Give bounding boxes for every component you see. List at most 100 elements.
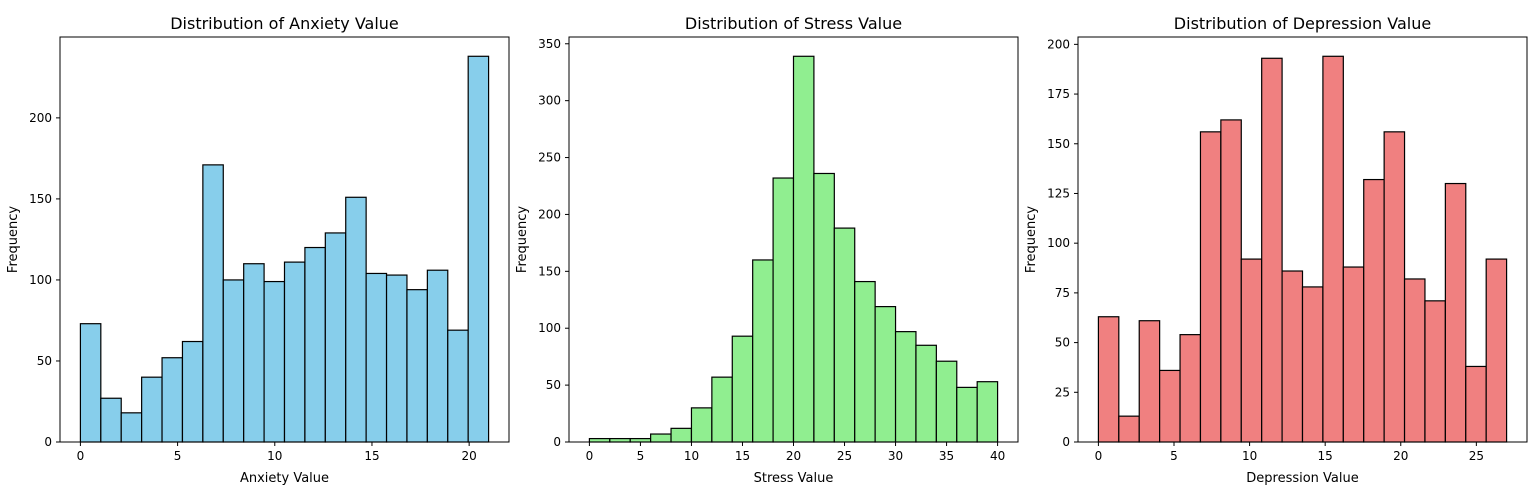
x-axis-label: Stress Value [754, 471, 834, 486]
y-tick-label: 50 [37, 354, 52, 368]
x-tick-label: 10 [1242, 449, 1257, 463]
histogram-bar [670, 427, 693, 443]
plot-frame [59, 36, 510, 443]
histogram-bar [1281, 270, 1304, 443]
y-axis-label: Frequency [1024, 206, 1039, 273]
stress-histogram: Distribution of Stress Value 0 5 10 15 20 25 3… [515, 14, 1019, 486]
y-tick-label: 200 [538, 207, 561, 221]
histogram-bars [588, 55, 999, 443]
x-tick-label: 5 [174, 449, 182, 463]
histogram-bar [385, 274, 408, 443]
depression-histogram: Distribution of Depression Value 0 5 10 15 2… [1024, 14, 1528, 486]
y-axis-label: Frequency [515, 206, 530, 273]
y-tick-label: 100 [538, 321, 561, 335]
histogram-bar [1240, 258, 1263, 443]
y-tick-label: 250 [538, 151, 561, 165]
y-tick-label: 100 [1047, 236, 1070, 250]
histogram-bar [304, 246, 326, 443]
histogram-bar [731, 335, 754, 443]
x-tick-label: 10 [684, 449, 699, 463]
y-axis-ticks: 0 50 100 150 200 250 300 350 [538, 37, 569, 449]
x-tick-label: 10 [267, 449, 282, 463]
histogram-bar [426, 269, 449, 443]
histogram-bar [79, 323, 102, 443]
histogram-bar [935, 360, 958, 443]
x-tick-label: 0 [77, 449, 85, 463]
histogram-bar [1301, 286, 1324, 443]
y-tick-label: 0 [553, 435, 561, 449]
y-tick-label: 200 [29, 111, 52, 125]
x-axis-ticks: 0 5 10 15 20 [77, 442, 477, 463]
histogram-bar [711, 376, 733, 443]
y-tick-label: 0 [1062, 435, 1070, 449]
histogram-bar [1444, 182, 1467, 443]
x-tick-label: 15 [364, 449, 379, 463]
histogram-bar [1485, 258, 1508, 443]
y-tick-label: 300 [538, 94, 561, 108]
histogram-bar [1363, 178, 1385, 443]
y-tick-label: 75 [1055, 286, 1070, 300]
histogram-bar [283, 261, 306, 443]
histogram-bar [406, 289, 428, 443]
histogram-bar [894, 331, 917, 443]
histogram-bar [854, 280, 876, 443]
histogram-bar [100, 397, 122, 443]
histogram-bar [120, 412, 143, 443]
plot-frame [568, 36, 1019, 443]
histogram-bar [181, 340, 204, 443]
histogram-bar [467, 55, 490, 443]
histogram-bar [365, 272, 388, 443]
y-tick-label: 0 [44, 435, 52, 449]
histogram-bar [1383, 131, 1406, 443]
x-tick-label: 0 [586, 449, 594, 463]
histogram-bar [1097, 316, 1120, 443]
x-tick-label: 25 [1469, 449, 1484, 463]
chart-title: Distribution of Anxiety Value [170, 14, 399, 33]
histogram-bar [752, 259, 774, 443]
x-tick-label: 5 [637, 449, 645, 463]
histogram-bar [1179, 334, 1202, 443]
histogram-bar [345, 196, 367, 443]
histogram-bar [1465, 365, 1487, 443]
histogram-bar [792, 55, 815, 443]
x-tick-label: 0 [1095, 449, 1103, 463]
histogram-bar [650, 433, 672, 443]
y-axis-label: Frequency [6, 206, 21, 273]
chart-title: Distribution of Stress Value [685, 14, 902, 33]
histogram-bar [243, 263, 265, 443]
y-tick-label: 25 [1055, 385, 1070, 399]
histogram-bar [588, 437, 611, 443]
histogram-bar [202, 164, 224, 443]
anxiety-histogram: Distribution of Anxiety Value 0 5 10 15 20 0… [6, 14, 510, 486]
y-tick-label: 150 [29, 192, 52, 206]
histogram-bar [1138, 320, 1161, 443]
histogram-bar [1342, 266, 1365, 443]
y-tick-label: 150 [538, 264, 561, 278]
histogram-bar [324, 232, 347, 443]
histogram-bar [1403, 278, 1426, 443]
histogram-bar [1261, 57, 1283, 443]
histogram-bar [263, 280, 286, 443]
histogram-bar [1424, 300, 1446, 443]
x-tick-label: 30 [888, 449, 903, 463]
histogram-bar [222, 279, 245, 443]
x-tick-label: 20 [462, 449, 477, 463]
y-tick-label: 50 [546, 378, 561, 392]
histogram-bar [1159, 369, 1181, 443]
y-tick-label: 125 [1047, 186, 1070, 200]
histogram-bar [609, 437, 631, 443]
histogram-bar [161, 357, 184, 443]
x-tick-label: 40 [990, 449, 1005, 463]
histogram-bar [915, 344, 937, 443]
histogram-bar [874, 306, 897, 443]
histogram-bar [141, 376, 163, 443]
x-axis-label: Depression Value [1246, 471, 1359, 486]
y-tick-label: 350 [538, 37, 561, 51]
x-tick-label: 20 [786, 449, 801, 463]
x-axis-label: Anxiety Value [240, 471, 329, 486]
x-axis-ticks: 0 5 10 15 20 25 30 35 40 [586, 442, 1005, 463]
histogram-bar [976, 381, 999, 443]
histogram-bar [833, 227, 856, 443]
x-tick-label: 25 [837, 449, 852, 463]
